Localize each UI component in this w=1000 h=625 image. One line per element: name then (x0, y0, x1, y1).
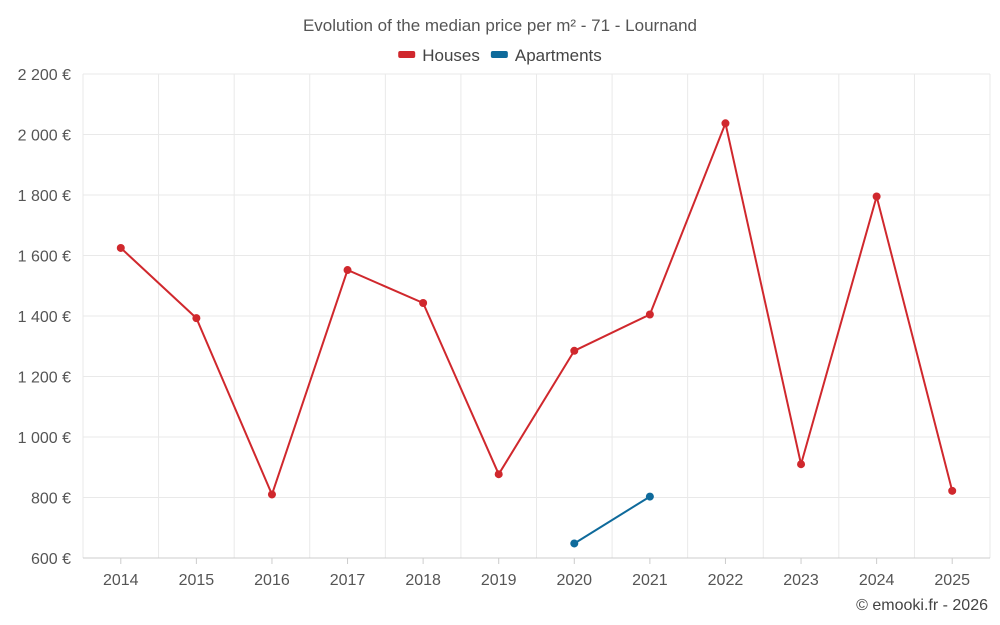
legend-swatch (490, 51, 508, 58)
legend-item-apartments[interactable]: Apartments (490, 46, 602, 65)
apartments-point[interactable] (570, 539, 579, 548)
y-tick-label: 2 000 € (18, 128, 71, 145)
houses-point[interactable] (872, 192, 881, 201)
legend-item-houses[interactable]: Houses (398, 46, 480, 65)
houses-point[interactable] (116, 243, 125, 252)
houses-point[interactable] (192, 314, 201, 323)
legend-swatch (398, 51, 416, 58)
legend-label: Houses (422, 46, 480, 65)
y-axis: 600 € 800 € 1 000 € 1 200 € 1 400 € 1 600 € 1 … (18, 67, 71, 568)
x-tick-label: 2023 (783, 572, 819, 589)
houses-point[interactable] (570, 346, 579, 355)
y-tick-label: 600 € (31, 551, 71, 568)
series-group (116, 119, 957, 548)
houses-point[interactable] (645, 310, 654, 319)
houses-point[interactable] (494, 470, 503, 479)
y-tick-label: 1 200 € (18, 370, 71, 387)
houses-point[interactable] (721, 119, 730, 128)
x-tick-label: 2025 (934, 572, 970, 589)
x-tick-label: 2014 (103, 572, 139, 589)
x-tick-label: 2019 (481, 572, 517, 589)
x-tick-label: 2018 (405, 572, 441, 589)
y-tick-label: 1 000 € (18, 430, 71, 447)
houses-point[interactable] (267, 490, 276, 499)
houses-line (120, 119, 954, 498)
houses-point[interactable] (797, 460, 806, 469)
x-tick-label: 2021 (632, 572, 668, 589)
houses-point[interactable] (948, 486, 957, 495)
x-tick-label: 2022 (708, 572, 744, 589)
y-tick-label: 1 800 € (18, 188, 71, 205)
y-tick-label: 2 200 € (18, 67, 71, 84)
apartments-line (573, 495, 651, 545)
y-tick-label: 1 400 € (18, 309, 71, 326)
x-tick-label: 2017 (330, 572, 366, 589)
chart-title: Evolution of the median price per m² - 7… (303, 16, 697, 35)
y-tick-label: 800 € (31, 491, 71, 508)
legend: Houses Apartments (398, 46, 602, 65)
houses-point[interactable] (419, 298, 428, 307)
x-tick-label: 2020 (556, 572, 592, 589)
apartments-point[interactable] (645, 492, 654, 501)
x-axis: 2014 2015 2016 2017 2018 2019 2020 2021 2022 2023… (83, 557, 990, 589)
x-tick-label: 2015 (179, 572, 215, 589)
x-tick-label: 2016 (254, 572, 290, 589)
houses-point[interactable] (343, 266, 352, 275)
y-tick-label: 1 600 € (18, 249, 71, 266)
legend-label: Apartments (515, 46, 602, 65)
grid (82, 73, 991, 559)
credit: © emooki.fr - 2026 (856, 597, 988, 614)
x-tick-label: 2024 (859, 572, 895, 589)
